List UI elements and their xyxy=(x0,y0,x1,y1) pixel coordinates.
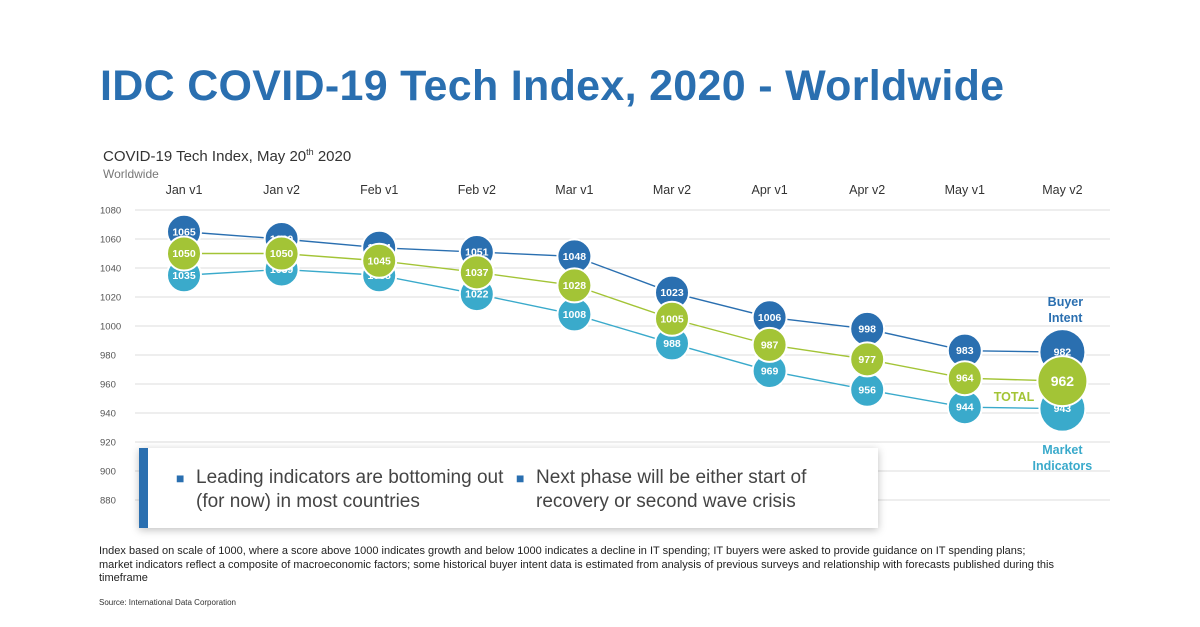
data-label: 969 xyxy=(761,365,779,377)
data-label: 944 xyxy=(956,402,974,414)
callout-bullet-1: ■ Leading indicators are bottoming out (… xyxy=(176,466,516,514)
data-label: 1008 xyxy=(563,309,587,321)
y-tick-label: 1060 xyxy=(100,235,121,246)
data-label: 962 xyxy=(1051,373,1075,389)
bullet-icon: ■ xyxy=(516,470,525,486)
data-label: 1050 xyxy=(172,248,196,260)
data-label: 987 xyxy=(761,339,779,351)
bullet-icon: ■ xyxy=(176,470,185,486)
y-tick-label: 960 xyxy=(100,380,116,391)
chart-title-main: COVID-19 Tech Index, May 20 xyxy=(103,148,307,165)
x-tick-label: Mar v2 xyxy=(653,183,691,197)
y-tick-label: 920 xyxy=(100,438,116,449)
data-label: 998 xyxy=(858,323,876,335)
source-note: Source: International Data Corporation xyxy=(99,598,236,607)
data-label: 964 xyxy=(956,373,974,385)
data-label: 1023 xyxy=(660,287,684,299)
chart-subtitle: Worldwide xyxy=(103,167,159,181)
data-label: 956 xyxy=(858,384,876,396)
series-label-buyer-intent: Buyer xyxy=(1048,295,1084,309)
series-label-market-indicators: Indicators xyxy=(1033,459,1093,473)
chart-title: COVID-19 Tech Index, May 20th 2020 xyxy=(103,147,351,165)
series-label-total: TOTAL xyxy=(994,390,1035,404)
data-label: 1050 xyxy=(270,248,294,260)
data-label: 1045 xyxy=(368,255,392,267)
y-tick-label: 900 xyxy=(100,467,116,478)
callout-box: ■ Leading indicators are bottoming out (… xyxy=(139,448,878,528)
series-line xyxy=(183,231,1063,353)
callout-bullet-2: ■ Next phase will be either start of rec… xyxy=(516,466,856,514)
y-tick-label: 980 xyxy=(100,351,116,362)
series-line xyxy=(183,268,1063,410)
y-tick-label: 1020 xyxy=(100,293,121,304)
y-tick-label: 1080 xyxy=(100,206,121,217)
data-point xyxy=(556,267,593,304)
data-point xyxy=(263,235,300,272)
data-label: 977 xyxy=(858,354,876,366)
data-label: 1035 xyxy=(172,270,196,282)
y-tick-label: 1040 xyxy=(100,264,121,275)
series-label-buyer-intent: Intent xyxy=(1048,311,1083,325)
data-point xyxy=(361,242,398,279)
y-tick-label: 1000 xyxy=(100,322,121,333)
page-title: IDC COVID-19 Tech Index, 2020 - Worldwid… xyxy=(100,62,1005,110)
callout-bullet-2-text: Next phase will be either start of recov… xyxy=(536,467,807,512)
y-tick-label: 940 xyxy=(100,409,116,420)
data-label: 1005 xyxy=(660,313,684,325)
chart-title-sup: th xyxy=(306,147,314,157)
series-label-market-indicators: Market xyxy=(1042,443,1083,457)
data-label: 988 xyxy=(663,338,681,350)
data-point xyxy=(946,360,983,397)
footnote: Index based on scale of 1000, where a sc… xyxy=(99,545,1054,584)
series-line xyxy=(184,252,1063,382)
data-label: 983 xyxy=(956,345,974,357)
data-label: 1022 xyxy=(465,289,489,301)
y-tick-label: 880 xyxy=(100,496,116,507)
data-point xyxy=(1036,355,1089,408)
data-label: 1037 xyxy=(465,267,489,279)
chart-title-end: 2020 xyxy=(313,148,352,165)
data-label: 1065 xyxy=(172,226,196,238)
data-point xyxy=(751,326,788,363)
x-tick-label: May v2 xyxy=(1042,183,1082,197)
x-tick-label: Jan v2 xyxy=(263,183,300,197)
callout-bullet-1-text: Leading indicators are bottoming out (fo… xyxy=(196,467,504,512)
x-tick-label: Apr v2 xyxy=(849,183,885,197)
data-point xyxy=(654,300,690,337)
x-tick-label: May v1 xyxy=(945,183,985,197)
x-tick-label: Feb v2 xyxy=(458,183,496,197)
data-label: 1028 xyxy=(563,280,587,292)
data-point xyxy=(458,254,495,291)
x-tick-label: Apr v1 xyxy=(752,183,788,197)
data-point xyxy=(849,341,886,378)
data-point xyxy=(166,235,202,272)
data-label: 1051 xyxy=(465,247,489,259)
x-tick-label: Feb v1 xyxy=(360,183,398,197)
data-label: 1048 xyxy=(563,251,587,263)
x-tick-label: Jan v1 xyxy=(166,183,203,197)
data-label: 1006 xyxy=(758,312,782,324)
x-tick-label: Mar v1 xyxy=(555,183,593,197)
